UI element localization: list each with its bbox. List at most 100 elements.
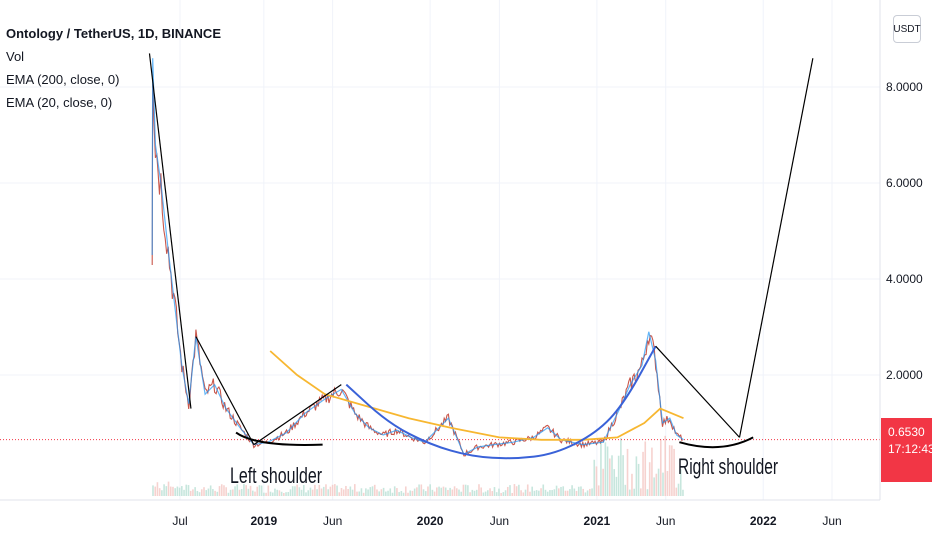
volume-bar [185, 484, 188, 496]
bar-countdown: 17:12:43 [888, 442, 932, 456]
volume-bar [336, 485, 338, 496]
volume-bar [502, 492, 505, 496]
volume-bar [196, 490, 199, 496]
ema20-line [151, 58, 684, 456]
volume-bar [484, 491, 487, 496]
volume-bar [280, 491, 283, 496]
legend-ema200[interactable]: EMA (200, close, 0) [6, 72, 120, 87]
chart-annotations: Left shoulder Right shoulder [148, 53, 814, 488]
volume-bar [648, 462, 651, 496]
volume-bar [447, 489, 449, 496]
volume-bar [291, 486, 294, 496]
volume-bar [540, 488, 542, 496]
volume-bar [294, 486, 296, 496]
volume-bar [509, 485, 511, 496]
volume-bar [158, 488, 161, 496]
y-tick-label: 4.0000 [886, 272, 923, 286]
volume-bar [396, 488, 398, 496]
volume-bar [183, 489, 185, 496]
volume-bar [298, 487, 301, 496]
volume-bar [462, 484, 465, 496]
volume-bar [314, 484, 316, 496]
volume-bar [573, 488, 576, 496]
volume-bar [416, 487, 418, 496]
y-tick-label: 8.0000 [886, 80, 923, 94]
volume-bar [342, 489, 345, 496]
volume-bar [671, 445, 673, 496]
volume-bar [269, 491, 272, 496]
volume-bar [498, 488, 500, 496]
volume-bar [442, 486, 445, 496]
volume-bar [154, 486, 157, 496]
volume-bar [513, 484, 516, 496]
volume-bar [163, 484, 165, 496]
volume-bar [597, 485, 600, 496]
volume-bar [535, 490, 538, 496]
volume-bar [600, 438, 602, 496]
chart-legend: Ontology / TetherUS, 1D, BINANCE Vol EMA… [6, 22, 221, 114]
volume-bars [152, 435, 684, 496]
legend-ema20[interactable]: EMA (20, close, 0) [6, 95, 113, 110]
volume-bar [467, 485, 469, 496]
volume-bar [189, 490, 192, 496]
volume-bar [371, 486, 374, 496]
volume-bar [305, 492, 307, 496]
volume-bar [675, 487, 678, 496]
volume-bar [613, 469, 616, 496]
volume-bar [178, 487, 181, 496]
y-tick-label: 6.0000 [886, 176, 923, 190]
volume-bar [529, 491, 531, 496]
volume-bar [353, 484, 356, 496]
volume-bar [453, 486, 456, 496]
volume-bar [602, 468, 604, 496]
volume-bar [589, 488, 591, 496]
volume-bar [404, 486, 407, 496]
volume-bar [422, 489, 425, 496]
volume-bar [487, 490, 489, 496]
volume-bar [329, 486, 332, 496]
volume-bar [495, 492, 498, 496]
volume-bar [604, 442, 607, 496]
volume-bar [258, 485, 261, 496]
volume-bar [240, 489, 243, 496]
volume-bar [380, 489, 383, 496]
volume-bar [229, 489, 232, 496]
volume-bar [212, 489, 214, 496]
volume-bar [666, 471, 669, 496]
trend-line [148, 53, 192, 409]
volume-bar [340, 488, 343, 496]
volume-bar [608, 458, 611, 496]
volume-bar [322, 486, 325, 496]
volume-bar [518, 484, 520, 496]
volume-bar [657, 468, 660, 496]
volume-bar [362, 492, 365, 496]
volume-bar [526, 484, 529, 496]
legend-vol[interactable]: Vol [6, 49, 25, 64]
volume-bar [673, 448, 675, 496]
volume-bar [522, 492, 525, 496]
volume-bar [451, 489, 454, 496]
chart-grid [0, 0, 880, 500]
volume-bar [424, 491, 427, 496]
volume-bar [400, 490, 403, 496]
volume-bar [460, 491, 463, 496]
volume-bar [633, 488, 635, 496]
volume-bar [611, 455, 613, 496]
x-tick-label: Jul [172, 514, 187, 528]
volume-bar [220, 484, 223, 496]
x-tick-label: 2019 [250, 514, 277, 528]
x-tick-label: Jun [656, 514, 675, 528]
ema200-line [269, 350, 684, 441]
volume-bar [382, 487, 385, 496]
volume-bar [283, 492, 285, 496]
volume-bar [489, 488, 491, 496]
volume-bar [318, 484, 321, 496]
volume-bar [482, 492, 485, 496]
currency-scale-button[interactable]: USDT [893, 15, 921, 43]
symbol-title[interactable]: Ontology / TetherUS, 1D, BINANCE [6, 26, 221, 41]
volume-bar [538, 490, 540, 496]
cup-curve [345, 345, 657, 460]
volume-bar [571, 485, 573, 496]
volume-bar [174, 488, 176, 496]
